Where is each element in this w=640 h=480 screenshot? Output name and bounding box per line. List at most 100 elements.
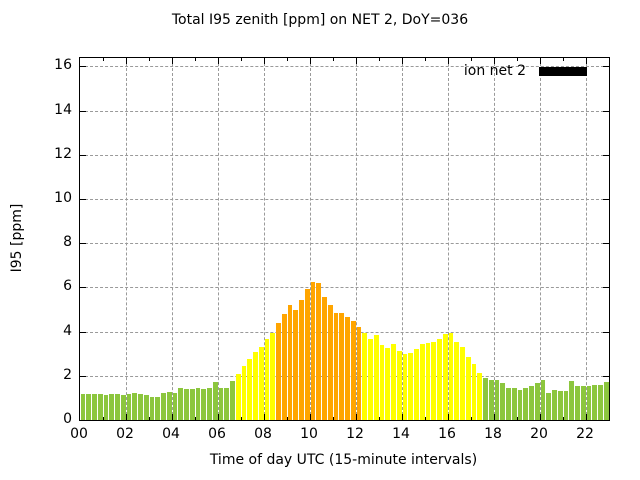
y-tick-mark bbox=[603, 375, 609, 377]
x-tick-label: 14 bbox=[392, 426, 410, 442]
bar bbox=[483, 378, 488, 420]
x-tick-mark bbox=[379, 58, 380, 61]
y-tick-mark bbox=[80, 375, 86, 377]
bar bbox=[109, 394, 114, 420]
x-tick-mark bbox=[333, 58, 334, 61]
x-tick-label: 02 bbox=[116, 426, 134, 442]
bar bbox=[563, 391, 569, 420]
bar bbox=[517, 390, 523, 420]
bar bbox=[529, 385, 534, 420]
x-tick-mark bbox=[586, 58, 587, 64]
bar bbox=[523, 388, 528, 420]
bar bbox=[235, 373, 241, 420]
bar bbox=[207, 387, 212, 420]
bar bbox=[316, 283, 321, 420]
bar bbox=[442, 333, 448, 420]
bar bbox=[161, 392, 166, 420]
gridline-vertical bbox=[126, 58, 127, 420]
gridline-horizontal bbox=[80, 154, 609, 156]
bar bbox=[552, 389, 557, 420]
bar bbox=[368, 338, 373, 420]
x-tick-mark bbox=[287, 58, 288, 61]
bar bbox=[477, 373, 482, 420]
bar bbox=[92, 394, 97, 420]
gridline-vertical bbox=[586, 58, 587, 420]
x-axis-label: Time of day UTC (15-minute intervals) bbox=[209, 452, 478, 468]
y-tick-mark bbox=[603, 331, 609, 333]
bar bbox=[115, 394, 120, 420]
bar bbox=[195, 387, 201, 420]
bar bbox=[534, 383, 540, 420]
bar bbox=[425, 343, 431, 420]
y-tick-mark bbox=[603, 287, 609, 289]
bar bbox=[373, 334, 379, 420]
bar bbox=[431, 342, 436, 420]
y-tick-mark bbox=[80, 66, 86, 68]
bar bbox=[557, 391, 563, 420]
y-tick-mark bbox=[80, 154, 86, 156]
y-tick-mark bbox=[80, 110, 86, 112]
bar bbox=[500, 383, 505, 420]
bar bbox=[218, 387, 224, 420]
bar bbox=[172, 392, 178, 420]
x-tick-label: 08 bbox=[254, 426, 272, 442]
bar bbox=[592, 384, 597, 420]
y-tick-mark bbox=[80, 287, 86, 289]
bar bbox=[132, 393, 137, 420]
bar bbox=[241, 366, 247, 420]
y-tick-mark bbox=[80, 199, 86, 200]
bar bbox=[258, 347, 264, 420]
x-tick-mark bbox=[563, 58, 564, 61]
bar bbox=[598, 384, 603, 420]
bar bbox=[304, 288, 310, 420]
bar bbox=[345, 317, 350, 420]
y-tick-label: 8 bbox=[63, 234, 72, 251]
legend-swatch bbox=[539, 66, 587, 76]
y-tick-label: 12 bbox=[54, 145, 72, 162]
x-tick-mark bbox=[218, 58, 219, 64]
y-tick-label: 2 bbox=[63, 366, 72, 383]
gridline-horizontal bbox=[80, 331, 609, 333]
bar bbox=[166, 391, 172, 420]
x-tick-mark bbox=[517, 58, 518, 61]
bar bbox=[212, 382, 218, 420]
x-tick-mark bbox=[356, 58, 357, 64]
x-tick-label: 20 bbox=[530, 426, 548, 442]
bar bbox=[253, 351, 258, 420]
x-tick-label: 10 bbox=[300, 426, 318, 442]
bar bbox=[408, 353, 413, 420]
bar bbox=[138, 394, 143, 420]
gridline-vertical bbox=[218, 58, 219, 420]
gridline-vertical bbox=[494, 58, 495, 420]
bar bbox=[184, 389, 189, 420]
gridline-horizontal bbox=[80, 110, 609, 112]
bar bbox=[103, 395, 109, 420]
bar bbox=[281, 313, 287, 420]
chart-title: Total I95 zenith [ppm] on NET 2, DoY=036 bbox=[171, 12, 469, 28]
gridline-vertical bbox=[310, 58, 311, 420]
x-tick-mark bbox=[195, 58, 196, 61]
bar bbox=[143, 395, 149, 420]
x-tick-mark bbox=[310, 58, 311, 64]
plot-area: ion net 2 bbox=[79, 57, 610, 421]
gridline-vertical bbox=[540, 58, 541, 420]
gridline-horizontal bbox=[80, 66, 609, 68]
bar bbox=[546, 392, 551, 420]
bar bbox=[189, 389, 195, 420]
bar bbox=[270, 333, 275, 420]
bar bbox=[494, 380, 500, 420]
bar bbox=[287, 305, 293, 420]
bar bbox=[155, 397, 160, 420]
gridline-horizontal bbox=[80, 375, 609, 377]
y-tick-mark bbox=[603, 154, 609, 156]
y-tick-mark bbox=[603, 66, 609, 68]
bar bbox=[97, 394, 103, 420]
bar bbox=[414, 349, 419, 420]
bar bbox=[86, 394, 91, 420]
gridline-vertical bbox=[172, 58, 173, 420]
bar bbox=[356, 327, 362, 420]
bar bbox=[327, 305, 333, 420]
gridline-horizontal bbox=[80, 287, 609, 289]
gridline-vertical bbox=[264, 58, 265, 420]
